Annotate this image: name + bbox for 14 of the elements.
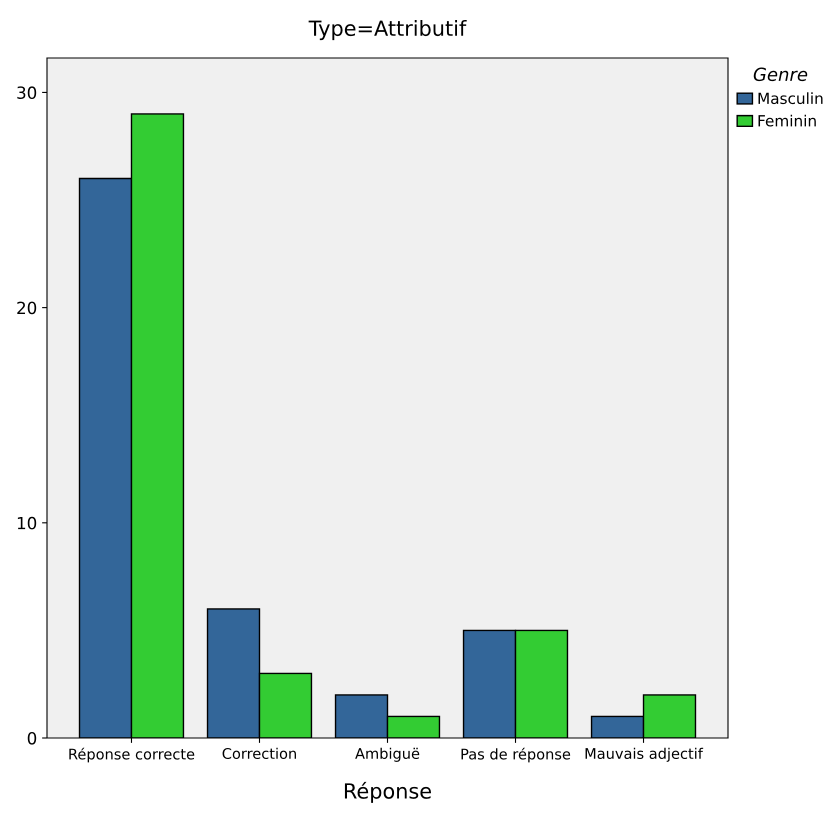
x-tick-label: Mauvais adjectif bbox=[586, 748, 704, 762]
x-tick-label: Réponse correcte bbox=[69, 748, 194, 762]
y-tick-label: 20 bbox=[17, 302, 36, 314]
y-tick-label: 30 bbox=[17, 86, 36, 99]
x-tick-label: Correction bbox=[222, 748, 296, 760]
chart-title: Type=Attributif bbox=[308, 20, 467, 40]
y-tick-label: 0 bbox=[28, 732, 36, 745]
legend-title: Genre bbox=[754, 67, 808, 82]
x-axis-title: Réponse bbox=[344, 782, 431, 803]
x-tick-label: Ambiguë bbox=[355, 748, 420, 762]
legend-label: Masculin bbox=[758, 92, 822, 104]
x-tick-label: Pas de réponse bbox=[462, 748, 570, 762]
y-tick-label: 10 bbox=[18, 516, 36, 530]
legend-label: Feminin bbox=[758, 114, 816, 127]
